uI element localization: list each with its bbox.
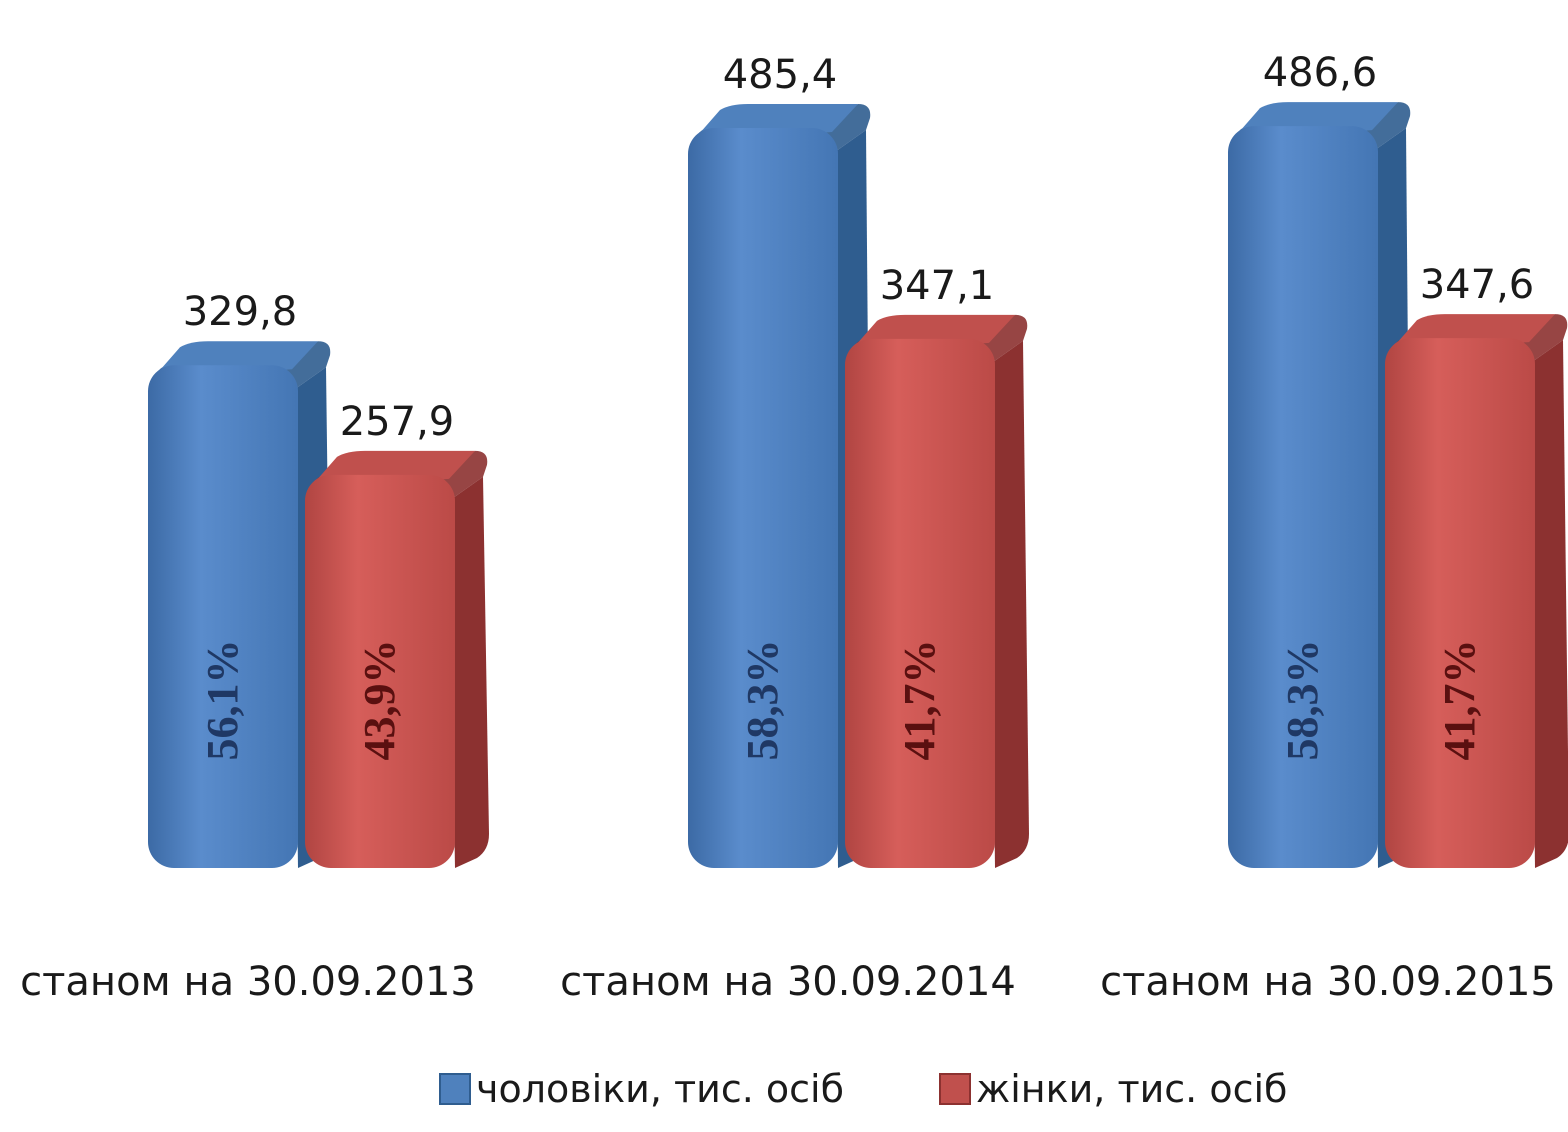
category-label: станом на 30.09.2014: [560, 959, 1016, 1005]
labels-layer: 329,8 56,1% 257,9 43,9% 485,4 58,3% 347,1 41,7%…: [183, 50, 1535, 760]
value-label: 485,4: [723, 52, 838, 98]
share-label: 58,3%: [738, 640, 787, 761]
value-label: 257,9: [340, 399, 455, 445]
value-label: 486,6: [1263, 50, 1378, 96]
legend-item-women: жінки, тис. осіб: [939, 1067, 1287, 1111]
share-label: 56,1%: [198, 640, 247, 761]
bar-women-0: [305, 450, 489, 868]
legend-label: чоловіки, тис. осіб: [476, 1067, 844, 1111]
legend-item-men: чоловіки, тис. осіб: [439, 1067, 844, 1111]
value-label: 347,6: [1420, 262, 1535, 308]
bar-women-1: [845, 314, 1029, 869]
share-label: 41,7%: [895, 640, 944, 761]
category-label: станом на 30.09.2015: [1100, 959, 1556, 1005]
bars-layer: [148, 102, 1568, 869]
legend-swatch: [439, 1073, 471, 1105]
value-label: 347,1: [880, 263, 995, 309]
category-label: станом на 30.09.2013: [20, 959, 476, 1005]
legend: чоловіки, тис. осіб жінки, тис. осіб: [439, 1067, 1287, 1111]
x-axis-categories: станом на 30.09.2013 станом на 30.09.2014…: [20, 959, 1556, 1005]
bar-men-0: [148, 341, 332, 868]
share-label: 58,3%: [1278, 640, 1327, 761]
bar-women-2: [1385, 314, 1568, 868]
legend-label: жінки, тис. осіб: [976, 1067, 1287, 1111]
share-label: 43,9%: [355, 640, 404, 761]
share-label: 41,7%: [1435, 640, 1484, 761]
legend-swatch: [939, 1073, 971, 1105]
value-label: 329,8: [183, 289, 298, 335]
